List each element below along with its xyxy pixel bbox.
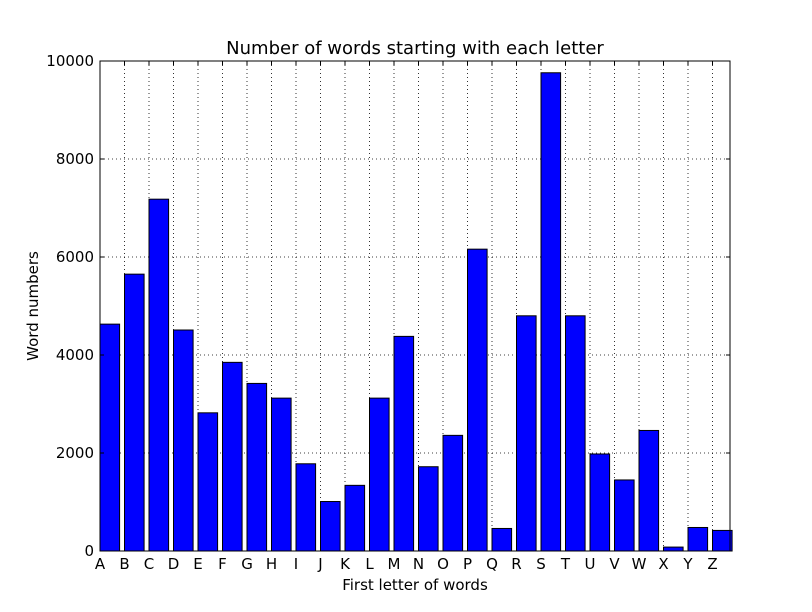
bar-G <box>246 382 268 552</box>
y-tick-label: 0 <box>84 542 94 560</box>
bar-I <box>295 463 317 552</box>
x-tick-label: W <box>632 555 647 573</box>
y-axis-label: Word numbers <box>24 251 42 361</box>
bar-E <box>197 412 219 552</box>
x-tick-label: E <box>193 555 202 573</box>
x-tick-label: U <box>585 555 596 573</box>
x-tick-label: H <box>266 555 277 573</box>
chart-title: Number of words starting with each lette… <box>226 38 604 59</box>
y-tick-label: 8000 <box>56 150 94 168</box>
x-tick-label: R <box>511 555 521 573</box>
bar-N <box>418 466 439 552</box>
bar-Z <box>712 529 733 552</box>
bar-V <box>614 479 635 552</box>
y-tick-label: 10000 <box>46 52 94 70</box>
bar-H <box>271 397 292 552</box>
x-tick-label: S <box>536 555 546 573</box>
x-tick-label: O <box>437 555 449 573</box>
x-axis-label: First letter of words <box>342 576 488 594</box>
x-tick-label: K <box>340 555 351 573</box>
bar-A <box>99 323 121 552</box>
bar-Y <box>687 526 709 552</box>
x-tick-label: A <box>95 555 106 573</box>
x-tick-label: X <box>658 555 668 573</box>
bar-M <box>393 335 415 552</box>
x-tick-label: G <box>241 555 253 573</box>
bar-D <box>173 329 194 552</box>
x-tick-label: B <box>119 555 129 573</box>
x-tick-label: I <box>294 555 298 573</box>
bar-F <box>222 361 243 552</box>
y-tick-labels: 0 2000 4000 6000 8000 10000 <box>46 52 94 560</box>
y-tick-label: 4000 <box>56 346 94 364</box>
bar-X <box>663 546 684 552</box>
x-tick-label: F <box>218 555 227 573</box>
bar-K <box>344 484 366 552</box>
x-tick-label: N <box>413 555 424 573</box>
ticks <box>99 60 730 552</box>
x-tick-label: P <box>463 555 472 573</box>
bar-T <box>565 315 586 552</box>
bar-O <box>442 434 464 552</box>
grid <box>100 61 730 551</box>
x-tick-label: V <box>609 555 620 573</box>
bar-R <box>516 315 537 552</box>
x-tick-label: M <box>388 555 401 573</box>
bar-S <box>540 72 562 552</box>
x-tick-label: Q <box>486 555 498 573</box>
x-tick-label: D <box>168 555 180 573</box>
x-tick-label: L <box>365 555 374 573</box>
x-tick-label: T <box>560 555 571 573</box>
x-tick-label: Y <box>682 555 693 573</box>
bar-B <box>124 273 145 552</box>
bar-L <box>369 397 390 552</box>
bar-P <box>467 248 488 552</box>
y-tick-label: 2000 <box>56 444 94 462</box>
plot-frame <box>99 60 731 552</box>
bar-U <box>589 453 611 552</box>
bar-J <box>320 501 341 552</box>
y-tick-label: 6000 <box>56 248 94 266</box>
bar-Q <box>491 527 513 552</box>
bar-C <box>148 198 170 552</box>
bars <box>99 72 733 552</box>
x-tick-label: C <box>144 555 154 573</box>
x-tick-label: Z <box>707 555 717 573</box>
bar-W <box>638 429 660 552</box>
x-tick-label: J <box>317 555 322 573</box>
